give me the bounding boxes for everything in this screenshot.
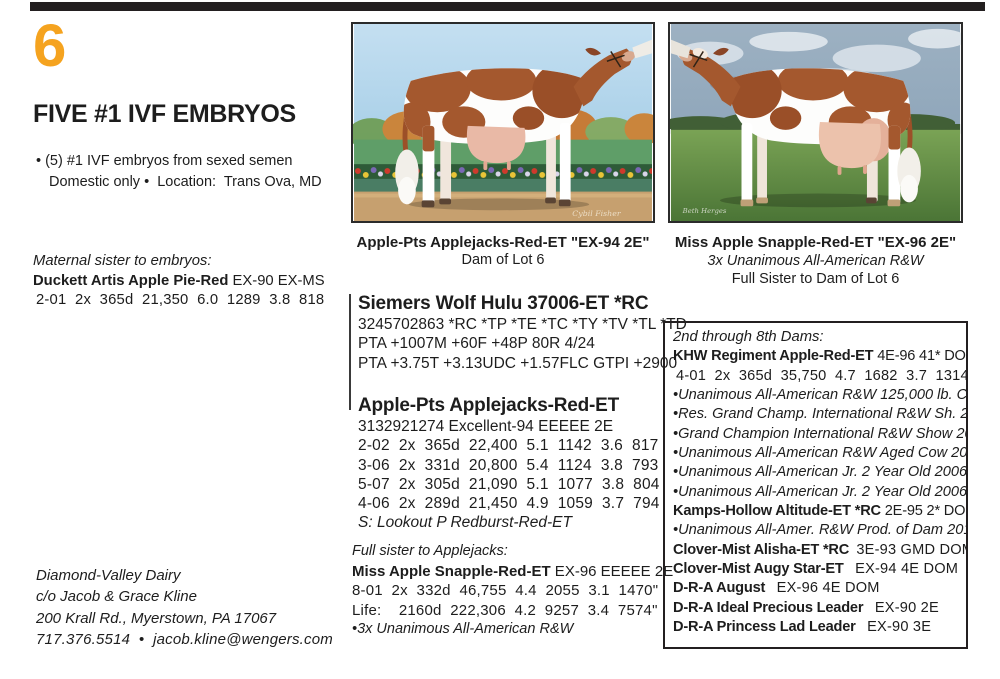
dam-entry-award: •Unanimous All-American Jr. 2 Year Old 2… [673, 483, 968, 500]
handler-arm [670, 39, 691, 59]
cow-head [682, 48, 741, 107]
cow-udder [818, 122, 881, 169]
cow-udder [466, 125, 526, 164]
sire-pta-line-1: PTA +1007M +60F +48P 80R 4/24 [358, 335, 595, 353]
full-sister-photo: Beth Herges [668, 22, 963, 223]
dam-entry-award: •Unanimous All-Amer. R&W Prod. of Dam 20… [673, 522, 968, 539]
handler-arm [632, 39, 652, 59]
dam-entry-award: •Grand Champion International R&W Show 2… [673, 425, 968, 442]
maternal-sister-label: Maternal sister to embryos: [33, 253, 212, 269]
red-and-white-cow-facing-right [395, 39, 652, 208]
full-sister-record-1: 8-01 2x 332d 46,755 4.4 2055 3.1 1470" [352, 582, 659, 600]
pedigree-bracket-line [349, 294, 351, 410]
full-sister-record-2: Life: 2160d 222,306 4.2 9257 3.4 7574" [352, 601, 658, 619]
dam-entry: D-R-A August EX-96 4E DOM [673, 579, 958, 598]
animal-score: 3E-93 GMD DOM [852, 541, 968, 558]
sire-block: Siemers Wolf Hulu 37006-ET *RC 324570286… [358, 292, 687, 373]
full-sister-name-line: Miss Apple Snapple-Red-ET EX-96 EEEEE 2E [352, 562, 673, 582]
dams-box: 2nd through 8th Dams: KHW Regiment Apple… [663, 321, 968, 649]
dam-record-1: 2-02 2x 365d 22,400 5.1 1142 3.6 817 [358, 437, 659, 455]
cow-ear [713, 47, 729, 56]
animal-name: Clover-Mist Augy Star-ET [673, 561, 844, 578]
animal-name: KHW Regiment Apple-Red-ET [673, 348, 874, 365]
animal-name: D-R-A Princess Lad Leader [673, 619, 856, 636]
maternal-sister-block: Maternal sister to embryos: Duckett Arti… [33, 252, 325, 311]
dam-entry-award: •Unanimous All-American R&W 125,000 lb. … [673, 387, 968, 404]
dam-entry: D-R-A Ideal Precious Leader EX-90 2E [673, 599, 958, 618]
full-sister-photo-illustration: Beth Herges [670, 24, 961, 221]
animal-score: EX-94 4E DOM [846, 561, 959, 578]
sire-id-line: 3245702863 *RC *TP *TE *TC *TY *TV *TL *… [358, 316, 687, 333]
dam-record-4: 4-06 2x 289d 21,450 4.9 1059 3.7 794 [358, 495, 660, 513]
red-and-white-cow-facing-left [670, 39, 921, 207]
contact-farm-name: Diamond-Valley Dairy [36, 567, 181, 584]
dam-sire-line: S: Lookout P Redburst-Red-ET [358, 514, 572, 532]
full-sister-photo-caption-name: Miss Apple Snapple-Red-ET "EX-96 2E" [674, 234, 957, 251]
dam-entry-record: 4-01 2x 365d 35,750 4.7 1682 3.7 1314 [676, 367, 968, 384]
full-sister-block: Full sister to Applejacks: Miss Apple Sn… [352, 542, 673, 640]
animal-score: EX-96 EEEEE 2E [550, 562, 674, 580]
offering-details: • (5) #1 IVF embryos from sexed semen Do… [36, 151, 322, 193]
photographer-credit: Cybil Fisher [572, 209, 622, 218]
dam-entry: KHW Regiment Apple-Red-ET 4E-96 41* DOM [673, 347, 966, 366]
dam-name: Apple-Pts Applejacks-Red-ET [358, 395, 619, 416]
dam-photo-caption-name: Apple-Pts Applejacks-Red-ET "EX-94 2E" [356, 234, 650, 251]
dam-id-line: 3132921274 Excellent-94 EEEEE 2E [358, 418, 614, 435]
dam-record-3: 5-07 2x 305d 21,090 5.1 1077 3.8 804 [358, 475, 660, 493]
animal-score: 2E-95 2* DOM [880, 503, 968, 520]
offering-line-1: • (5) #1 IVF embryos from sexed semen [36, 153, 293, 169]
cow-ear [585, 47, 602, 56]
contact-address: 200 Krall Rd., Myerstown, PA 17067 [36, 609, 277, 627]
dam-photo-caption: Apple-Pts Applejacks-Red-ET "EX-94 2E" D… [351, 234, 655, 270]
full-sister-label: Full sister to Applejacks: [352, 543, 508, 559]
dam-entry: Clover-Mist Augy Star-ET EX-94 4E DOM [673, 560, 958, 579]
maternal-sister-name-line: Duckett Artis Apple Pie-Red EX-90 EX-MS [33, 272, 325, 292]
cow-head [573, 48, 632, 107]
full-sister-photo-caption-sub: Full Sister to Dam of Lot 6 [731, 270, 900, 287]
full-sister-photo-caption: Miss Apple Snapple-Red-ET "EX-96 2E" 3x … [668, 234, 963, 289]
sire-pta-line-2: PTA +3.75T +3.13UDC +1.57FLC GTPI +2900 [358, 354, 678, 372]
animal-score: EX-96 4E DOM [768, 580, 880, 597]
dam-photo-caption-sub: Dam of Lot 6 [461, 252, 545, 269]
dam-entry-award: •Res. Grand Champ. International R&W Sh.… [673, 406, 968, 423]
contact-phone-email: 717.376.5514 • jacob.kline@wengers.com [36, 630, 333, 648]
top-rule [30, 2, 985, 11]
animal-name: D-R-A Ideal Precious Leader [673, 599, 864, 616]
lot-number: 6 [33, 12, 67, 79]
animal-score: EX-90 3E [858, 619, 932, 636]
consignor-contact: Diamond-Valley Dairy c/o Jacob & Grace K… [36, 565, 333, 650]
dam-record-2: 3-06 2x 331d 20,800 5.4 1124 3.8 793 [358, 456, 659, 474]
page-title: FIVE #1 IVF EMBRYOS [33, 100, 296, 128]
full-sister-award: •3x Unanimous All-American R&W [352, 621, 574, 638]
full-sister-photo-caption-award: 3x Unanimous All-American R&W [707, 252, 924, 269]
dams-box-label: 2nd through 8th Dams: [673, 329, 824, 345]
animal-score: EX-90 2E [866, 599, 939, 616]
cow-shadow [719, 193, 916, 208]
animal-name: Kamps-Hollow Altitude-ET *RC [673, 503, 881, 520]
dam-photo: Cybil Fisher [351, 22, 655, 223]
dam-entry-award: •Unanimous All-American R&W Aged Cow 201… [673, 445, 968, 462]
animal-name: Clover-Mist Alisha-ET *RC [673, 541, 850, 558]
animal-score: EX-90 EX-MS [228, 272, 325, 289]
dam-entry: Clover-Mist Alisha-ET *RC 3E-93 GMD DOM [673, 541, 966, 560]
dam-entry: Kamps-Hollow Altitude-ET *RC 2E-95 2* DO… [673, 502, 966, 521]
dam-entry: D-R-A Princess Lad Leader EX-90 3E [673, 618, 958, 637]
dam-entry-award: •Unanimous All-American Jr. 2 Year Old 2… [673, 464, 968, 481]
animal-name: Duckett Artis Apple Pie-Red [33, 272, 229, 289]
offering-line-2: Domestic only • Location: Trans Ova, MD [49, 174, 322, 191]
dam-photo-illustration: Cybil Fisher [353, 24, 653, 221]
lactation-record: 2-01 2x 365d 21,350 6.0 1289 3.8 818 [36, 292, 325, 309]
photographer-credit: Beth Herges [682, 207, 727, 215]
sire-name: Siemers Wolf Hulu 37006-ET *RC [358, 293, 649, 314]
contact-owner: c/o Jacob & Grace Kline [36, 588, 197, 606]
animal-score: 4E-96 41* DOM [873, 348, 968, 365]
cow-shadow [408, 198, 590, 211]
animal-name: D-R-A August [673, 580, 766, 597]
dam-block: Apple-Pts Applejacks-Red-ET 3132921274 E… [358, 394, 660, 533]
animal-name: Miss Apple Snapple-Red-ET [352, 562, 551, 580]
